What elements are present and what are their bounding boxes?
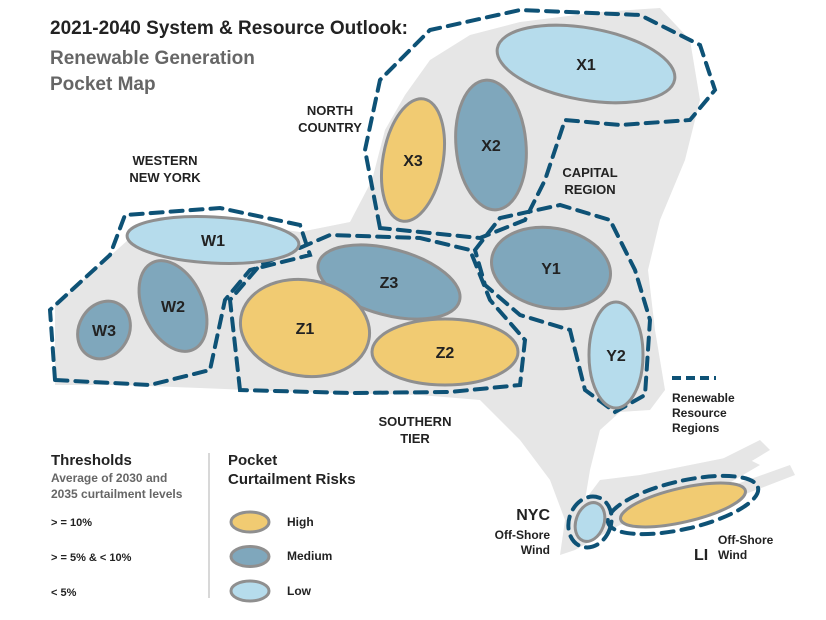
map-subtitle-2: Pocket Map [50, 74, 156, 95]
pocket-li [619, 481, 747, 529]
label-nyc-wind-1: Off-Shore [495, 528, 551, 542]
region-legend-2: Resource [672, 406, 727, 420]
label-li-wind-2: Wind [718, 548, 747, 562]
threshold-low: < 5% [51, 587, 77, 599]
risk-label-medium: Medium [287, 549, 332, 563]
risk-swatch-low [229, 579, 271, 603]
pocket-x1 [495, 23, 677, 105]
region-legend-3: Regions [672, 421, 720, 435]
region-capital [472, 202, 653, 415]
risk-label-low: Low [287, 584, 312, 598]
label-southern-tier-2: TIER [400, 431, 430, 446]
label-north-country-2: COUNTRY [298, 120, 362, 135]
risks-title-2: Curtailment Risks [228, 471, 356, 488]
threshold-high: > = 10% [51, 517, 92, 529]
map-title: 2021-2040 System & Resource Outlook: [50, 18, 408, 39]
label-nyc-wind-2: Wind [521, 543, 550, 557]
region-north-country [362, 7, 718, 241]
label-western-ny-1: WESTERN [133, 153, 198, 168]
pocket-label-w3: W3 [92, 323, 116, 340]
pocket-label-w1: W1 [201, 233, 225, 250]
renewable-regions [47, 7, 761, 550]
long-island-tip [700, 440, 795, 500]
thresholds-title: Thresholds [51, 452, 132, 469]
risks-title-1: Pocket [228, 452, 277, 469]
label-western-ny-2: NEW YORK [129, 170, 201, 185]
label-north-country-1: NORTH [307, 103, 353, 118]
pocket-label-x3: X3 [403, 153, 423, 170]
risk-label-high: High [287, 515, 314, 529]
risk-swatch-medium [229, 545, 271, 568]
threshold-medium: > = 5% & < 10% [51, 552, 132, 564]
pocket-label-y1: Y1 [541, 261, 561, 278]
region-legend-1: Renewable [672, 391, 735, 405]
label-southern-tier-1: SOUTHERN [379, 414, 452, 429]
map-subtitle-1: Renewable Generation [50, 48, 255, 69]
label-nyc: NYC [516, 507, 550, 524]
thresholds-sub-2: 2035 curtailment levels [51, 487, 183, 501]
pocket-z1 [238, 277, 372, 379]
region-southern-tier [227, 232, 528, 396]
pocket-w2 [137, 259, 209, 353]
region-western-ny [47, 205, 313, 388]
pocket-label-z2: Z2 [436, 345, 455, 362]
pocket-label-z1: Z1 [296, 321, 315, 338]
pocket-z2 [370, 317, 520, 387]
pocket-label-x1: X1 [576, 57, 596, 74]
pocket-label-w2: W2 [161, 299, 185, 316]
thresholds-sub-1: Average of 2030 and [51, 471, 167, 485]
pocket-label-z3: Z3 [380, 275, 399, 292]
label-capital-2: REGION [564, 182, 615, 197]
pocket-w3 [76, 299, 132, 361]
pocket-w1 [125, 215, 301, 265]
pocket-y1 [490, 225, 612, 311]
risk-swatch-high [229, 510, 271, 534]
label-li-wind-1: Off-Shore [718, 533, 774, 547]
label-capital-1: CAPITAL [562, 165, 617, 180]
pocket-y2 [587, 300, 645, 410]
pocket-nyc [573, 501, 607, 543]
region-nyc [566, 494, 614, 550]
label-li: LI [694, 547, 708, 564]
pocket-label-x2: X2 [481, 138, 501, 155]
pocket-x3 [380, 97, 446, 223]
region-li [605, 473, 761, 537]
pocket-x2 [454, 78, 528, 212]
pocket-label-y2: Y2 [606, 348, 626, 365]
